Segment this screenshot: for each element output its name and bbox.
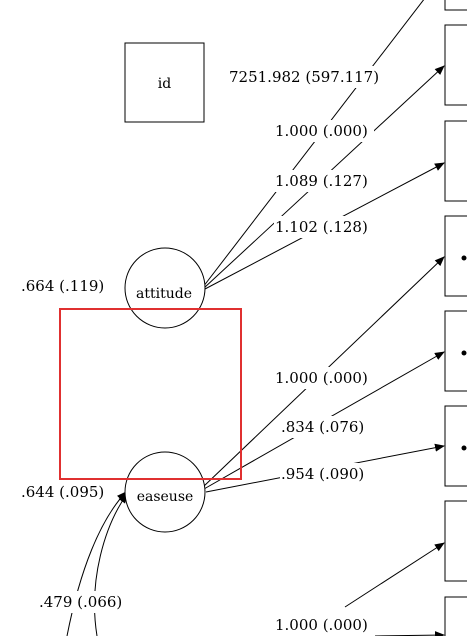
attitude-loading-1-label: 1.000 (.000) — [275, 122, 368, 140]
attitude-variance-label: .664 (.119) — [21, 277, 104, 295]
indicator-box-att-3 — [444, 215, 467, 297]
attitude-node-label: attitude — [136, 286, 192, 302]
label-bg — [280, 416, 370, 438]
attitude-loading-3-label: 1.102 (.128) — [275, 218, 368, 236]
label-bg — [274, 170, 374, 192]
easeuse-node — [124, 451, 206, 533]
covariance-arc-2 — [94, 493, 128, 636]
attitude-loading-2-label: 1.089 (.127) — [275, 172, 368, 190]
covariance-arc-1 — [66, 491, 127, 636]
indicator-box-bottom — [444, 596, 467, 636]
path-lower — [344, 542, 445, 608]
path-attitude-top — [202, 0, 425, 288]
covariance-label: .479 (.066) — [39, 593, 122, 611]
indicator-box-att-2 — [444, 120, 467, 202]
easeuse-node-label: easeuse — [137, 489, 194, 505]
easeuse-variance-label: .644 (.095) — [21, 483, 104, 501]
id-node — [124, 42, 205, 123]
label-bg — [274, 367, 374, 389]
selection-box[interactable] — [59, 308, 242, 480]
easeuse-loading-1-label: 1.000 (.000) — [275, 369, 368, 387]
indicator-box-att-1 — [444, 24, 467, 106]
label-bg — [38, 591, 128, 613]
label-bg — [274, 120, 374, 142]
bottom-loading-label: 1.000 (.000) — [275, 616, 368, 634]
label-bg — [228, 66, 388, 88]
label-bg — [274, 216, 374, 238]
easeuse-loading-2-label: .834 (.076) — [281, 418, 364, 436]
id-path-label: 7251.982 (597.117) — [229, 68, 379, 86]
indicator-box-ease-3 — [444, 500, 467, 582]
indicator-glyph — [461, 445, 467, 451]
indicator-glyph — [461, 350, 467, 356]
id-node-label: id — [158, 76, 171, 92]
indicator-box-ease-2 — [444, 405, 467, 487]
easeuse-loading-3-label: .954 (.090) — [281, 465, 364, 483]
label-bg — [280, 463, 370, 485]
indicator-box-ease-1 — [444, 310, 467, 392]
indicator-glyph — [461, 255, 467, 261]
indicator-box-top — [444, 0, 467, 11]
